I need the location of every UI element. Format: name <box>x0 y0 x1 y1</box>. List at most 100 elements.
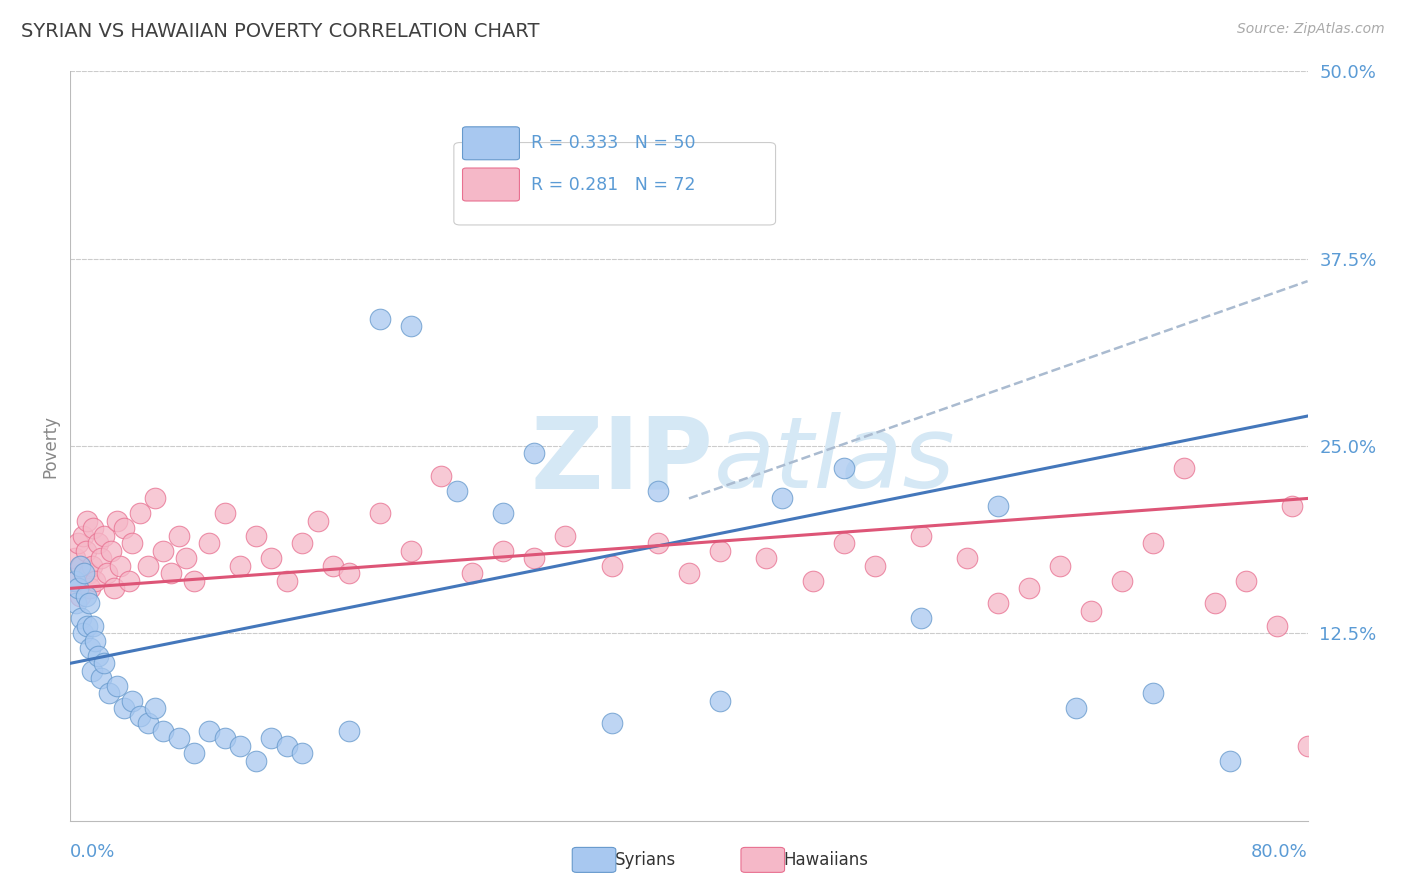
Point <box>75 544 97 558</box>
Point <box>1234 574 1257 588</box>
Point <box>90 551 112 566</box>
Point <box>554 529 576 543</box>
Point <box>1080 604 1102 618</box>
Point <box>152 544 174 558</box>
Point <box>368 507 391 521</box>
Point <box>1265 619 1288 633</box>
Point <box>600 716 623 731</box>
Text: 0.0%: 0.0% <box>70 843 115 861</box>
Point <box>69 589 91 603</box>
Point <box>167 731 190 746</box>
Point <box>93 657 115 671</box>
Point <box>229 739 252 753</box>
Point <box>1173 461 1195 475</box>
Point <box>276 739 298 753</box>
Point <box>136 558 159 573</box>
Point <box>291 746 314 760</box>
Point <box>322 558 344 573</box>
Point <box>755 551 778 566</box>
Point <box>260 551 283 566</box>
Point <box>832 461 855 475</box>
Point <box>1111 574 1133 588</box>
Point <box>152 723 174 738</box>
Point <box>291 536 314 550</box>
Point <box>80 664 103 678</box>
Point <box>114 521 135 535</box>
Point <box>84 574 107 588</box>
Point <box>523 446 546 460</box>
Point <box>87 536 110 550</box>
Point <box>337 566 360 581</box>
FancyBboxPatch shape <box>463 127 519 160</box>
Point <box>492 507 515 521</box>
Point <box>214 731 236 746</box>
Point <box>1204 596 1226 610</box>
Point <box>65 574 87 588</box>
Point <box>72 626 94 640</box>
Point <box>121 694 143 708</box>
Point <box>75 589 97 603</box>
Point <box>76 514 98 528</box>
Point <box>1064 701 1087 715</box>
Point <box>647 483 669 498</box>
Point <box>82 521 105 535</box>
Point <box>276 574 298 588</box>
Point <box>167 529 190 543</box>
FancyBboxPatch shape <box>463 168 519 201</box>
Point <box>832 536 855 550</box>
Text: Syrians: Syrians <box>614 851 676 869</box>
Point <box>245 529 267 543</box>
Point <box>987 499 1010 513</box>
Point <box>100 544 122 558</box>
Point <box>77 566 100 581</box>
Point <box>73 566 96 581</box>
Point <box>446 483 468 498</box>
Point <box>260 731 283 746</box>
Point <box>67 536 90 550</box>
Point <box>647 536 669 550</box>
Point <box>160 566 183 581</box>
Point <box>105 679 128 693</box>
Point <box>1018 582 1040 596</box>
Text: Source: ZipAtlas.com: Source: ZipAtlas.com <box>1237 22 1385 37</box>
Point <box>76 619 98 633</box>
Text: R = 0.281   N = 72: R = 0.281 N = 72 <box>530 176 695 194</box>
Point <box>399 319 422 334</box>
Point <box>70 611 93 625</box>
Point <box>145 701 166 715</box>
Text: Hawaiians: Hawaiians <box>783 851 868 869</box>
Point <box>1142 536 1164 550</box>
FancyBboxPatch shape <box>454 143 776 225</box>
Point <box>108 558 131 573</box>
Point <box>229 558 252 573</box>
Point <box>67 582 90 596</box>
Point <box>145 491 166 506</box>
Point <box>709 694 731 708</box>
Point <box>430 469 453 483</box>
Point <box>65 596 87 610</box>
Point <box>136 716 159 731</box>
Point <box>956 551 979 566</box>
Point <box>1219 754 1241 768</box>
Point <box>368 311 391 326</box>
Point <box>678 566 700 581</box>
Point <box>863 558 886 573</box>
Point <box>118 574 141 588</box>
Point <box>114 701 135 715</box>
Point <box>103 582 125 596</box>
Point <box>183 746 205 760</box>
Point <box>98 686 120 700</box>
Point <box>129 507 152 521</box>
Point <box>461 566 484 581</box>
Point <box>214 507 236 521</box>
Point <box>69 558 91 573</box>
Point <box>129 708 152 723</box>
Point <box>63 551 86 566</box>
Point <box>1049 558 1071 573</box>
Point <box>79 582 101 596</box>
Point <box>337 723 360 738</box>
Point <box>77 596 100 610</box>
Point <box>987 596 1010 610</box>
Text: ZIP: ZIP <box>531 412 714 509</box>
Point <box>245 754 267 768</box>
